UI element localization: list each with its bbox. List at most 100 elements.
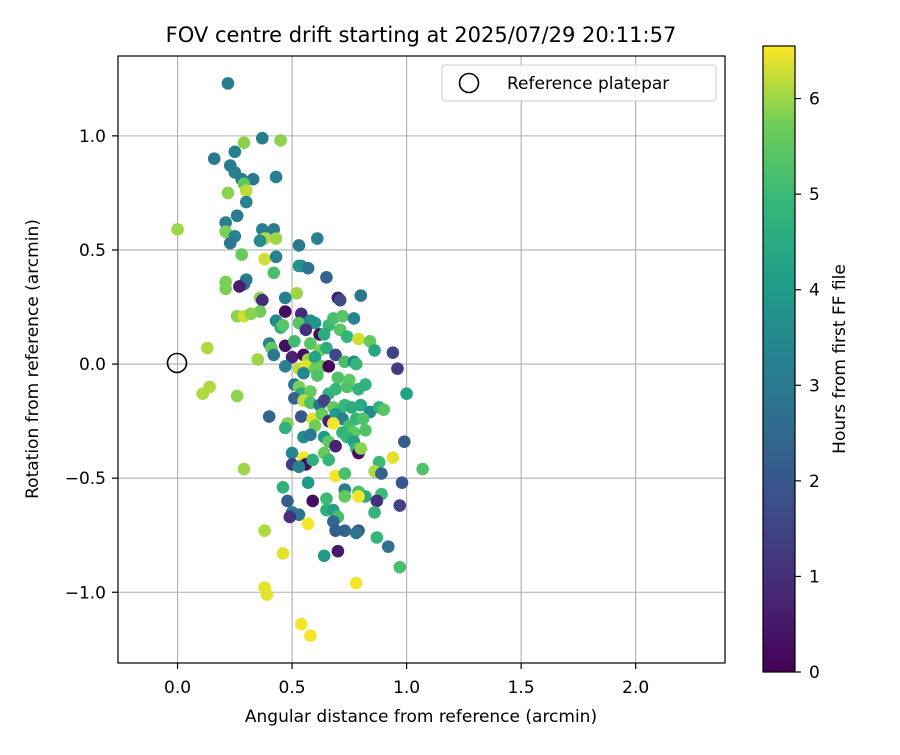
data-point (393, 560, 407, 574)
data-point (336, 309, 349, 323)
data-point (223, 236, 237, 250)
colorbar-tick-label: 2 (809, 472, 820, 492)
data-point (256, 131, 269, 145)
x-tick-label: 0.0 (164, 678, 191, 698)
data-point (221, 77, 235, 90)
data-point (356, 412, 370, 426)
data-point (329, 348, 342, 362)
data-point (317, 549, 331, 563)
data-point (368, 506, 381, 519)
data-point (308, 316, 322, 330)
data-point (349, 357, 363, 371)
data-point (251, 353, 265, 366)
y-tick-label: −0.5 (65, 469, 106, 489)
colorbar-tick-label: 5 (809, 185, 820, 205)
data-point (395, 476, 409, 490)
data-point (258, 524, 271, 537)
data-point (375, 467, 388, 480)
data-point (317, 328, 331, 341)
data-point (297, 366, 310, 380)
x-tick-label: 1.5 (508, 678, 535, 698)
data-point (256, 293, 269, 307)
data-point (267, 266, 281, 280)
legend-label: Reference platepar (507, 74, 669, 94)
data-point (278, 360, 292, 373)
data-point (398, 435, 411, 448)
y-tick-label: −1.0 (65, 583, 106, 603)
data-point (228, 145, 242, 159)
colorbar-label: Hours from first FF file (830, 264, 850, 454)
data-point (294, 617, 308, 631)
data-point (386, 346, 400, 359)
x-tick-label: 1.0 (393, 678, 420, 698)
y-axis-label: Rotation from reference (arcmin) (23, 219, 43, 499)
colorbar: 0 1 2 3 4 5 6 Hours from first FF file (762, 45, 850, 683)
x-tick-label: 2.0 (622, 678, 649, 698)
colorbar-tick-label: 4 (809, 281, 820, 301)
data-point (354, 398, 368, 412)
data-point (301, 476, 315, 490)
data-point (276, 480, 290, 494)
colorbar-tick-label: 6 (809, 90, 820, 110)
data-point (276, 547, 290, 560)
data-point (294, 410, 308, 423)
data-point (354, 289, 368, 302)
data-point (281, 494, 294, 508)
data-point (301, 261, 315, 275)
data-point (340, 380, 354, 394)
data-point (370, 531, 384, 544)
data-point (260, 588, 274, 601)
data-point (338, 524, 352, 537)
y-axis: 1.0 0.5 0.0 −0.5 −1.0 (65, 127, 118, 603)
data-point (393, 499, 407, 512)
plot-frame (117, 55, 726, 664)
data-point (269, 170, 283, 184)
x-axis: 0.0 0.5 1.0 1.5 2.0 (164, 663, 649, 698)
data-point (386, 451, 400, 464)
data-point (352, 332, 365, 346)
data-point (329, 439, 342, 453)
data-point (308, 350, 322, 364)
legend: Reference platepar (441, 64, 717, 102)
data-point (329, 382, 342, 396)
data-point (338, 355, 352, 369)
data-point (262, 410, 276, 423)
data-point (219, 216, 232, 229)
data-point (230, 209, 244, 223)
y-tick-label: 1.0 (79, 127, 106, 147)
data-point (207, 152, 221, 165)
colorbar-tick-label: 1 (809, 567, 820, 587)
data-point (349, 576, 363, 590)
data-point (320, 271, 333, 284)
data-point (239, 184, 253, 197)
data-point (310, 232, 324, 245)
legend-box (441, 64, 717, 102)
data-point (370, 494, 384, 508)
data-point (244, 307, 258, 321)
data-point (331, 544, 345, 558)
data-point (340, 330, 354, 343)
data-point (354, 442, 368, 455)
data-point (233, 280, 246, 293)
y-tick-label: 0.0 (79, 355, 106, 375)
data-point (278, 421, 292, 435)
data-point (285, 446, 299, 460)
data-point (331, 371, 345, 385)
data-point (359, 423, 372, 437)
data-point (269, 232, 283, 245)
data-point (416, 462, 429, 476)
data-point (306, 494, 319, 508)
colorbar-tick-label: 0 (809, 663, 820, 683)
data-point (349, 526, 363, 540)
x-tick-label: 0.5 (279, 678, 306, 698)
data-point (267, 348, 281, 362)
data-point (253, 234, 267, 248)
data-point (338, 467, 352, 480)
data-point (237, 462, 251, 476)
data-point (285, 350, 299, 364)
data-point (347, 312, 361, 325)
colorbar-ticks: 0 1 2 3 4 5 6 (795, 90, 820, 683)
data-point (299, 323, 313, 337)
data-point (377, 403, 391, 417)
